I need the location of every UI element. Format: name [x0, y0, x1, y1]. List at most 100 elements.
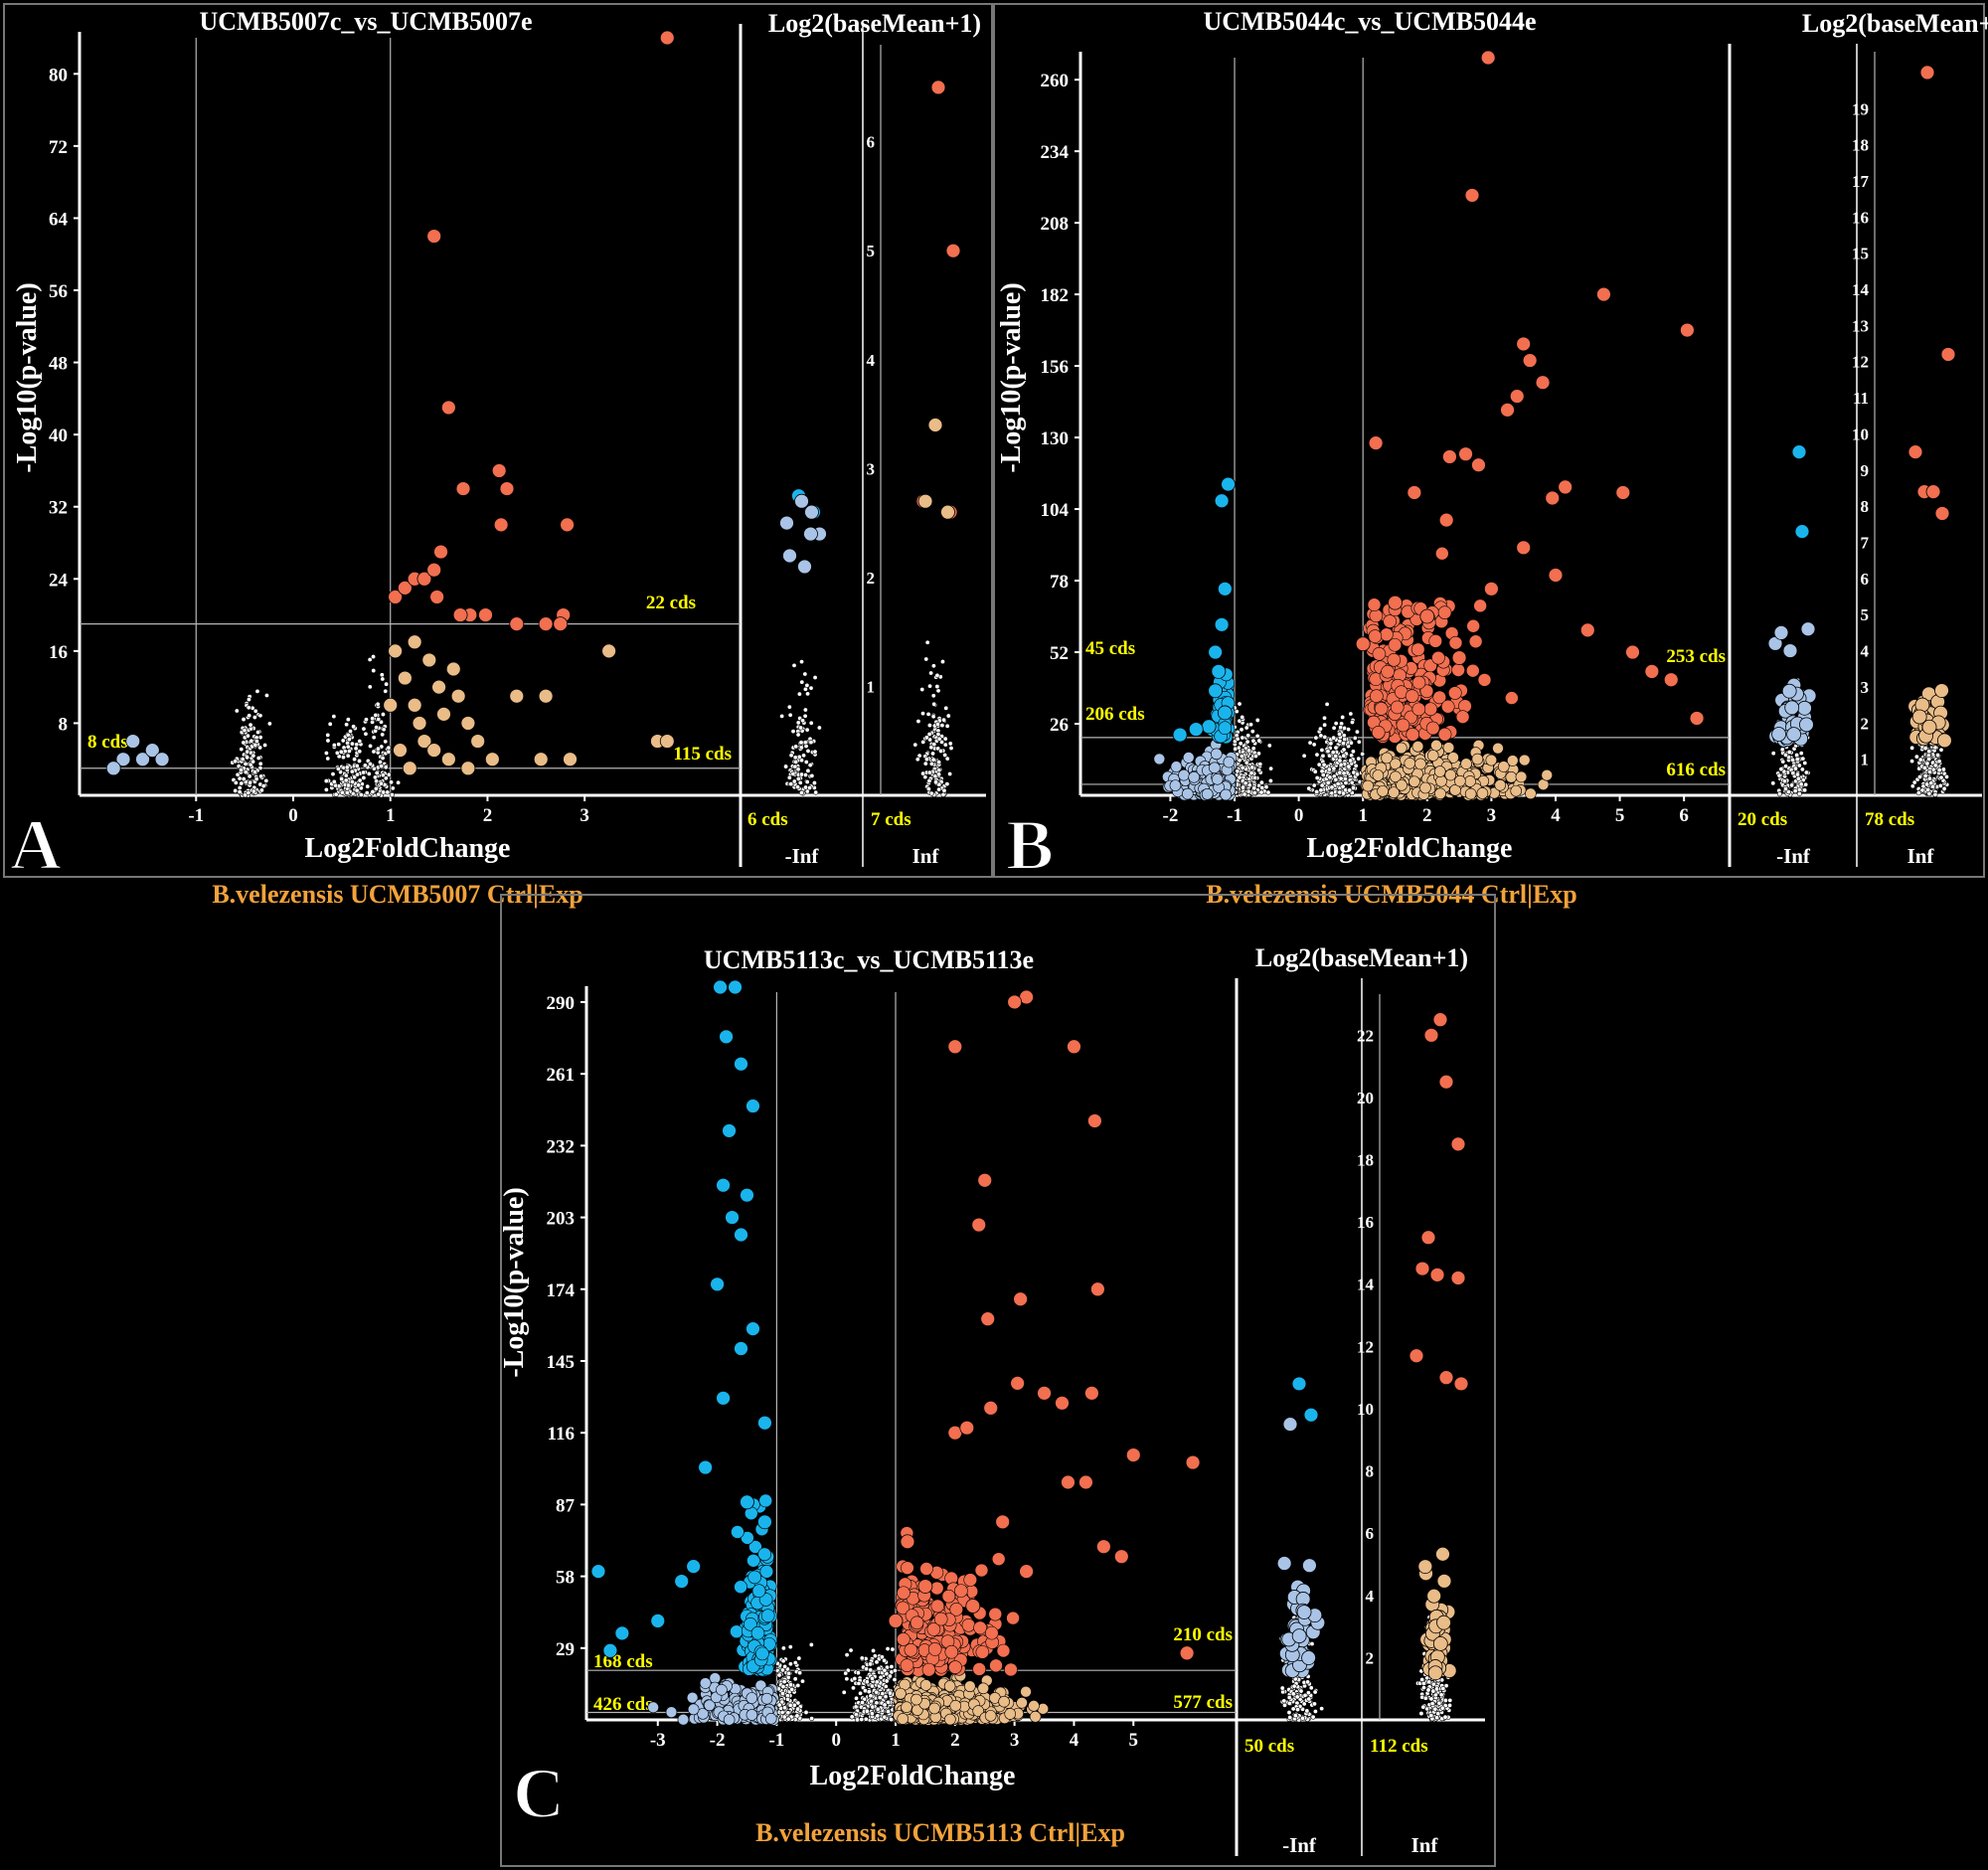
count-label-up-fc-only: 115 cds — [673, 744, 732, 765]
up-fc-only-point — [1362, 779, 1374, 792]
pos-inf-point — [1907, 444, 1923, 460]
ns-point — [354, 787, 360, 793]
ns-point — [345, 753, 351, 759]
inf-ns-point — [1418, 1711, 1424, 1717]
ns-point — [371, 749, 377, 755]
ns-point — [361, 774, 367, 780]
inf-ns-point — [798, 745, 804, 751]
ns-point — [1313, 735, 1319, 741]
inf-ns-point — [1286, 1700, 1292, 1706]
up-fc-only-point — [1442, 742, 1455, 754]
down-significant-point — [1208, 644, 1224, 660]
ns-point — [375, 701, 381, 707]
up-significant-point — [1411, 675, 1426, 690]
up-significant-point — [1509, 389, 1525, 404]
ns-point — [882, 1657, 888, 1663]
up-fc-only-point — [421, 652, 437, 668]
inf-ns-point — [1919, 787, 1925, 793]
ns-point — [780, 1645, 786, 1651]
y-tick-label: 78 — [1050, 572, 1069, 593]
ns-point — [1327, 774, 1333, 780]
ns-point — [242, 728, 248, 734]
inf-ns-point — [940, 791, 946, 797]
inf-ns-point — [803, 772, 809, 778]
ns-point — [246, 705, 251, 711]
up-significant-point — [1367, 597, 1382, 612]
count-label-neg-inf: 6 cds — [747, 809, 788, 830]
pos-inf-point — [1940, 347, 1956, 362]
ns-point — [389, 779, 395, 785]
y-tick-label: 232 — [547, 1136, 576, 1157]
up-fc-only-point — [440, 752, 456, 767]
inf-ns-point — [800, 718, 806, 724]
up-significant-point — [1679, 322, 1695, 338]
ns-point — [333, 791, 339, 797]
inf-ns-point — [939, 659, 945, 665]
neg-inf-point — [803, 526, 818, 542]
up-fc-only-point — [538, 688, 554, 704]
ns-point — [245, 755, 250, 761]
ns-point — [781, 1679, 787, 1685]
up-significant-point — [944, 1644, 959, 1659]
inf-ns-point — [939, 723, 945, 729]
ns-point — [352, 757, 358, 763]
ns-point — [1314, 789, 1320, 795]
ns-point — [1249, 765, 1255, 770]
pos-inf-point — [1934, 506, 1950, 521]
inf-ns-point — [801, 753, 807, 759]
ns-point — [338, 749, 344, 755]
up-significant-point — [972, 1662, 986, 1676]
ns-point — [864, 1666, 870, 1672]
inf-ns-point — [1770, 751, 1776, 757]
x-tick-label: 1 — [891, 1730, 901, 1751]
inf-y-tick-label: 17 — [1852, 172, 1870, 191]
highlighted-points — [105, 30, 961, 776]
ns-point — [355, 771, 361, 777]
ns-point — [361, 726, 367, 732]
up-fc-only-point — [1396, 742, 1408, 755]
ns-point — [1322, 722, 1328, 728]
x-tick-label: 5 — [1129, 1730, 1139, 1751]
ns-point — [374, 770, 380, 776]
neg-inf-point — [794, 493, 809, 509]
down-significant-point — [1221, 476, 1236, 492]
down-significant-point — [746, 1553, 760, 1568]
up-significant-point — [948, 1660, 962, 1674]
inf-ns-point — [919, 687, 925, 693]
ns-point — [890, 1646, 896, 1652]
y-tick-label: 116 — [548, 1424, 575, 1445]
inf-ns-point — [798, 758, 804, 764]
ns-point — [874, 1689, 880, 1695]
ns-point — [344, 722, 350, 728]
y-tick-label: 203 — [547, 1209, 576, 1230]
down-significant-point — [760, 1609, 775, 1622]
ns-point — [262, 743, 268, 749]
inf-ns-point — [798, 771, 804, 777]
ns-point — [380, 732, 386, 738]
ns-point — [1333, 776, 1339, 782]
inf-ns-point — [934, 684, 940, 690]
ns-point — [344, 765, 350, 770]
pos-inf-point — [940, 504, 955, 520]
up-fc-only-point — [431, 679, 446, 695]
ns-point — [1341, 733, 1347, 739]
inf-ns-point — [809, 772, 815, 778]
inf-ns-point — [799, 659, 805, 665]
inf-ns-point — [1281, 1702, 1287, 1708]
ns-point — [859, 1655, 865, 1661]
ns-point — [1245, 748, 1251, 754]
ns-point — [389, 792, 395, 798]
inf-ns-point — [788, 753, 794, 759]
ns-point — [239, 780, 245, 786]
ns-point — [795, 1682, 801, 1688]
x-tick-label: 3 — [1487, 805, 1497, 826]
ns-point — [241, 740, 247, 746]
inf-ns-point — [1420, 1704, 1426, 1710]
x-tick-label: 2 — [1422, 805, 1432, 826]
count-label-pos-inf: 7 cds — [871, 809, 911, 830]
y-tick-label: 24 — [49, 570, 69, 591]
up-significant-point — [1480, 50, 1496, 66]
x-tick-label: -3 — [650, 1730, 666, 1751]
ns-point — [371, 668, 377, 674]
ns-point — [887, 1690, 893, 1696]
